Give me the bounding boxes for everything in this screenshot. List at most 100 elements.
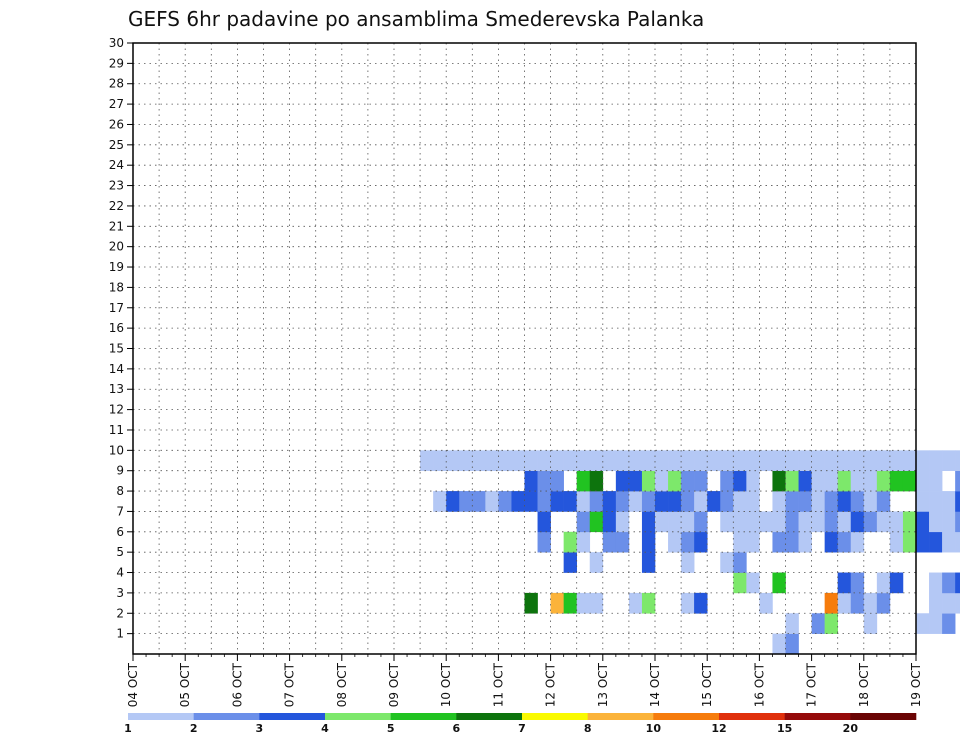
heat-cell: [524, 470, 538, 492]
heat-cell: [916, 511, 930, 533]
heat-cell: [576, 531, 591, 553]
heat-cell: [733, 491, 747, 512]
heat-cell: [576, 511, 591, 533]
heat-cell: [641, 491, 656, 512]
heat-cell: [641, 450, 656, 471]
heat-cell: [733, 531, 747, 553]
heat-cell: [798, 511, 812, 533]
y-tick-label: 17: [109, 301, 124, 315]
heat-cell: [929, 470, 943, 492]
heat-cell: [720, 491, 734, 512]
heat-cell: [811, 613, 825, 634]
heat-cell: [681, 531, 695, 553]
heat-cell: [511, 491, 525, 512]
heat-cell: [850, 511, 865, 533]
heat-cell: [929, 491, 943, 512]
heat-cell: [955, 450, 960, 471]
y-tick-label: 15: [109, 342, 124, 356]
heat-cell: [537, 470, 551, 492]
heat-cell: [837, 531, 852, 553]
heat-cell: [694, 511, 708, 533]
heat-cell: [589, 491, 604, 512]
heat-cell: [733, 572, 747, 594]
y-tick-label: 3: [116, 586, 124, 600]
heat-cell: [641, 511, 656, 533]
heat-cell: [563, 450, 577, 471]
heat-cell: [929, 531, 943, 553]
y-tick-label: 10: [109, 443, 124, 457]
heat-cell: [955, 470, 960, 492]
heat-cell: [602, 450, 617, 471]
legend-label: 3: [256, 722, 264, 735]
heat-cell: [811, 511, 825, 533]
heat-cell: [955, 572, 960, 594]
heat-cell: [929, 613, 943, 634]
heat-cell: [746, 491, 760, 512]
heat-cell: [537, 450, 551, 471]
heat-cell: [837, 572, 852, 594]
heat-cell: [759, 511, 773, 533]
heat-cell: [837, 491, 852, 512]
heat-cell: [876, 511, 891, 533]
heat-cell: [628, 450, 643, 471]
heat-cell: [694, 450, 708, 471]
legend-label: 8: [584, 722, 592, 735]
heat-cell: [876, 572, 891, 594]
legend-swatch: [522, 713, 588, 720]
heat-cell: [863, 470, 878, 492]
heat-cell: [772, 450, 786, 471]
y-tick-label: 24: [109, 158, 124, 172]
legend-swatch: [193, 713, 260, 720]
heat-cell: [550, 470, 564, 492]
y-tick-label: 28: [109, 77, 124, 91]
heat-cell: [537, 511, 551, 533]
heat-cell: [902, 511, 917, 533]
heat-cell: [942, 450, 956, 471]
x-tick-label: 09 OCT: [387, 662, 401, 707]
heat-cell: [589, 450, 604, 471]
chart-title: GEFS 6hr padavine po ansamblima Smederev…: [128, 7, 704, 31]
heat-cell: [955, 531, 960, 553]
heat-cell: [681, 592, 695, 614]
heat-cell: [628, 470, 643, 492]
heat-cell: [863, 592, 878, 614]
heat-cell: [733, 450, 747, 471]
cells-layer: [420, 450, 960, 655]
heat-cell: [655, 450, 669, 471]
heat-cell: [824, 531, 838, 553]
heat-cell: [772, 531, 786, 553]
heat-cell: [498, 450, 512, 471]
heat-cell: [837, 511, 852, 533]
heat-cell: [563, 552, 577, 573]
legend-swatch: [653, 713, 720, 720]
y-tick-label: 20: [109, 240, 124, 254]
heat-cell: [863, 450, 878, 471]
heat-cell: [602, 491, 617, 512]
heat-cell: [681, 470, 695, 492]
y-tick-label: 2: [116, 606, 124, 620]
legend-label: 5: [387, 722, 395, 735]
heat-cell: [641, 592, 656, 614]
x-tick-label: 05 OCT: [178, 662, 192, 707]
heat-cell: [472, 450, 486, 471]
y-tick-label: 22: [109, 199, 124, 213]
x-tick-label: 13 OCT: [596, 662, 610, 707]
heat-cell: [876, 450, 891, 471]
heat-cell: [550, 450, 564, 471]
legend-swatch: [325, 713, 391, 720]
heat-cell: [615, 450, 630, 471]
legend-swatch: [456, 713, 523, 720]
heat-cell: [472, 491, 486, 512]
heat-cell: [876, 592, 891, 614]
heat-cell: [942, 531, 956, 553]
heat-cell: [576, 592, 591, 614]
x-tick-label: 18 OCT: [857, 662, 871, 707]
heat-cell: [537, 491, 551, 512]
heat-cell: [668, 511, 682, 533]
y-tick-label: 19: [109, 260, 124, 274]
heat-cell: [889, 470, 904, 492]
heat-cell: [902, 450, 917, 471]
heat-cell: [641, 531, 656, 553]
heat-cell: [850, 531, 865, 553]
heat-cell: [746, 450, 760, 471]
